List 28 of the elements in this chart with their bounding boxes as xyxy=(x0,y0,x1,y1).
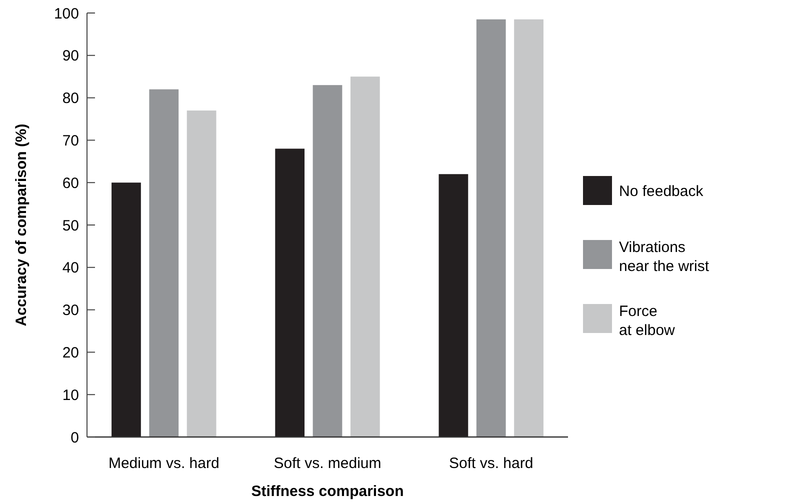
bar xyxy=(186,110,216,437)
x-tick-label: Medium vs. hard xyxy=(108,455,220,472)
y-tick-label: 100 xyxy=(54,5,79,22)
y-tick-label: 30 xyxy=(62,302,79,320)
y-tick-label: 0 xyxy=(70,429,79,446)
bar xyxy=(275,148,305,437)
bar xyxy=(438,174,468,437)
bar xyxy=(312,85,342,437)
bar xyxy=(476,19,506,437)
legend-label: No feedback xyxy=(619,183,704,200)
bar xyxy=(350,76,380,437)
y-axis-title: Accuracy of comparison (%) xyxy=(13,124,30,326)
y-tick-label: 80 xyxy=(62,90,79,108)
y-tick-label: 90 xyxy=(62,48,79,65)
x-axis-title: Stiffness comparison xyxy=(251,483,404,500)
bar xyxy=(514,19,544,437)
x-tick-label: Soft vs. hard xyxy=(448,455,534,472)
y-tick-label: 70 xyxy=(62,132,79,150)
legend-label: Force at elbow xyxy=(619,303,676,339)
y-tick-label: 40 xyxy=(62,260,79,277)
y-tick-label: 50 xyxy=(62,217,79,234)
y-tick-label: 60 xyxy=(62,174,79,192)
legend-label: Vibrations near the wrist xyxy=(619,239,710,275)
y-tick-label: 20 xyxy=(62,344,79,362)
x-tick-label: Soft vs. medium xyxy=(274,455,382,472)
y-tick-label: 10 xyxy=(62,386,79,404)
bar xyxy=(112,182,141,437)
bar xyxy=(149,89,179,437)
